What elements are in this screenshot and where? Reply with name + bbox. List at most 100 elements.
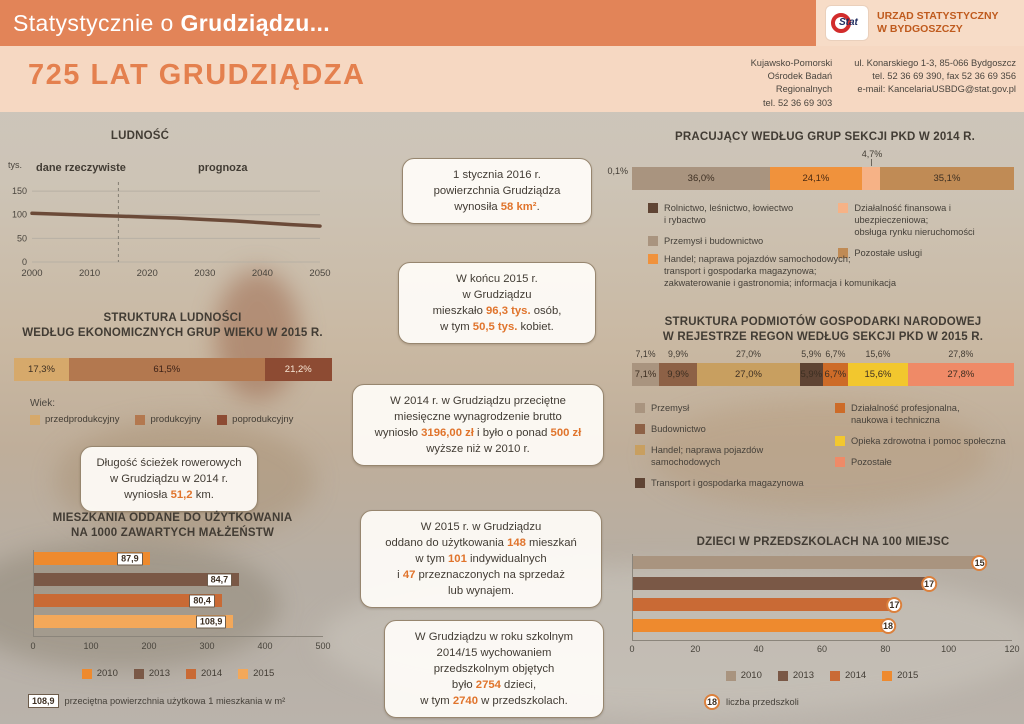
age-structure-stacked-bar: 17,3% 61,5% 21,2% [14,358,332,381]
count-circle: 17 [886,596,903,613]
legend-swatch [135,414,146,425]
note-text: miesięczne wynagrodzenie brutto [394,411,562,424]
legend-item: produkcyjny [135,414,201,425]
svg-text:150: 150 [12,186,27,196]
population-count-note: W końcu 2015 r. w Grudziądzu mieszkało 96,… [398,262,596,345]
age-structure-legend: przedprodukcyjny produkcyjny poprodukcyjny [30,414,293,425]
highlight-value: 96,3 tys. [486,305,531,318]
legend-item: 2010 [725,670,762,681]
note-text: wynosiła [454,201,501,214]
legend-item: Handel; naprawa pojazdów samochodowych; … [648,253,948,289]
legend-item: 2013 [133,668,170,679]
legend-swatch [238,668,249,679]
stack-segment: 15,6% [848,363,908,386]
value-box: 80,4 [189,594,215,607]
bar-2015: 108,9 [34,615,234,628]
svg-text:2000: 2000 [21,268,42,279]
bar-row: 17 [633,575,1012,592]
dwellings-footnote-text: przeciętna powierzchnia użytkowa 1 miesz… [64,696,286,706]
legend-swatch [835,403,845,413]
svg-text:2030: 2030 [194,268,215,279]
bar-2010: 15 [633,554,988,571]
svg-text:2020: 2020 [137,268,158,279]
legend-swatch [635,445,645,456]
office-name-line1: URZĄD STATYSTYCZNY [877,9,999,22]
legend-item: 2010 [81,668,118,679]
highlight-value: 58 km² [500,201,537,214]
note-text: lub wynajem. [448,585,514,598]
legend-swatch [838,248,849,259]
bar-2015: 18 [633,617,897,634]
highlight-value: 500 zł [550,427,582,440]
actual-data-label: dane rzeczywiste [36,162,126,174]
note-text: km. [192,489,214,502]
axis-tick: 100 [941,644,957,654]
y-axis-unit-label: tys. [8,160,23,170]
legend-item: 2014 [830,670,866,681]
legend-swatch [830,670,840,681]
stack-segment: 9,9% [659,363,697,386]
legend-swatch [838,203,849,213]
axis-tick: 300 [199,641,215,651]
highlight-value: 47 [402,569,416,582]
stack-segment: 36,0% [632,167,770,190]
anniversary-title: 725 LAT GRUDZIĄDZA [28,59,366,91]
stack-segment: 21,2% [264,358,332,381]
stack-segment: 24,1% [769,167,862,190]
bar-row: 18 [633,617,1012,634]
bar-2013: 84,7 [34,573,240,586]
legend-swatch [81,668,92,679]
legend-item: 2015 [882,670,918,681]
legend-item: Handel; naprawa pojazdów samochodowych [635,444,829,468]
legend-swatch [882,670,893,681]
note-text: kobiet. [517,321,554,334]
axis-tick: 200 [141,641,157,651]
note-text: . [536,201,540,214]
highlight-value: 50,5 tys. [472,321,518,334]
preschool-bar-chart: 15 17 17 18 [632,554,1012,641]
axis-tick: 400 [257,641,273,651]
bar-row: 15 [633,554,1012,571]
note-text: i było o ponad [473,427,551,440]
note-text: powierzchnia Grudziądza [433,185,561,198]
age-structure-title-line2: WEDŁUG EKONOMICZNYCH GRUP WIEKU W 2015 R… [22,327,323,339]
legend-item: 2014 [186,668,222,679]
page-title-bold: Grudziądzu... [180,9,331,36]
stat-office-logo: Stat [826,6,868,40]
axis-tick: 0 [629,644,635,654]
highlight-value: 148 [507,537,526,550]
legend-swatch [217,414,228,425]
legend-item: Pozostałe usługi [838,247,1018,259]
avg-area-badge: 108,9 [28,694,59,708]
preschool-footnote: 18 liczba przedszkoli [704,694,799,710]
note-text: i [397,569,403,582]
regon-segment-labels: 7,1% 9,9% 27,0% 5,9% 6,7% 15,6% 27,8% [632,349,1014,359]
stack-segment: 27,0% [696,363,801,386]
employment-legend: Rolnictwo, leśnictwo, łowiectwo i rybact… [648,202,1018,259]
segment-share-label: 5,9% [801,349,822,359]
regon-legend: Przemysł Budownictwo Handel; naprawa pojaz… [635,402,1015,489]
forecast-label: prognoza [198,162,248,174]
stack-segment: 5,9% [800,363,823,386]
stack-segment: 27,8% [907,363,1014,386]
highlight-value: 101 [448,553,467,566]
note-text: 1 stycznia 2016 r. [453,169,541,181]
count-circle: 17 [921,575,938,592]
svg-text:2050: 2050 [309,268,330,279]
segment-share-label: 9,9% [667,349,689,359]
legend-swatch [635,424,645,435]
legend-swatch [635,478,645,489]
dwellings-bar-chart: 87,9 84,7 80,4 108,9 [33,550,323,637]
svg-text:100: 100 [12,210,27,220]
segment-share-label: 27,8% [948,349,974,359]
highlight-value: 51,2 [170,489,193,502]
note-text: wyższe niż w 2010 r. [426,443,530,456]
legend-item: 2015 [238,668,274,679]
note-text: przedszkolnym objętych [433,663,555,676]
highlight-value: 2754 [475,679,501,692]
stack-segment: 6,7% [822,363,849,386]
new-dwellings-note: W 2015 r. w Grudziądzu oddano do użytkowa… [360,510,602,609]
note-text: mieszkań [525,537,577,550]
legend-item: poprodukcyjny [217,414,293,425]
